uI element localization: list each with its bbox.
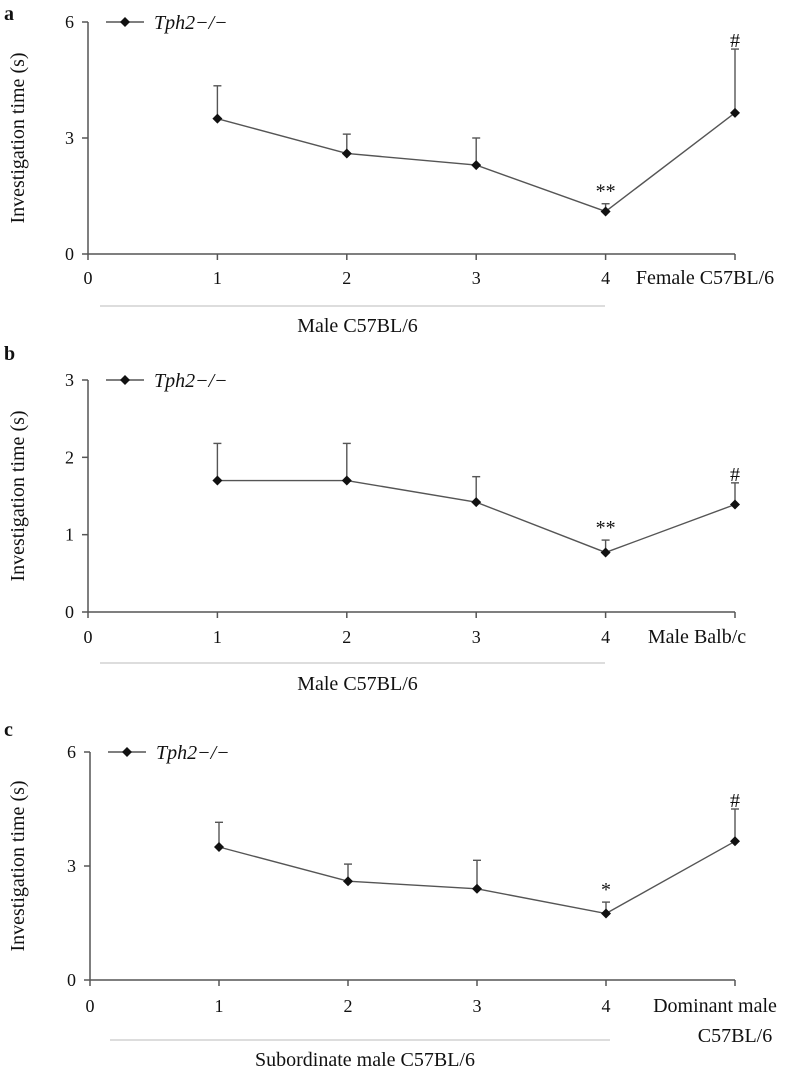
data-point xyxy=(730,836,740,847)
x-tick-label: 3 xyxy=(473,996,482,1016)
data-point xyxy=(343,876,353,887)
x-tick-label: 4 xyxy=(601,627,610,647)
x-tick-label: 0 xyxy=(84,268,93,288)
data-point xyxy=(471,160,482,171)
significance-marker: # xyxy=(730,30,740,52)
chart-panel-b: b 0 1 2 3 0 1 2 3 4 Male Balb/c Male C57BL/6 Investi… xyxy=(4,343,746,695)
y-axis-label: Investigation time (s) xyxy=(7,52,29,223)
legend-label: Tph2−/− xyxy=(156,742,230,764)
data-point xyxy=(600,547,611,558)
final-category-label: Female C57BL/6 xyxy=(636,267,774,289)
group-label: Subordinate male C57BL/6 xyxy=(255,1049,475,1070)
x-tick-label: 2 xyxy=(342,268,351,288)
final-category-label: Male Balb/c xyxy=(648,626,746,648)
y-tick-label: 6 xyxy=(65,12,74,32)
x-tick-label: 2 xyxy=(344,996,353,1016)
data-point xyxy=(212,113,223,124)
significance-marker: ** xyxy=(596,181,616,203)
x-tick-label: 1 xyxy=(213,627,222,647)
y-tick-label: 0 xyxy=(65,244,74,264)
y-tick-label: 3 xyxy=(65,128,74,148)
x-tick-label: 2 xyxy=(342,627,351,647)
y-tick-label: 0 xyxy=(65,602,74,622)
significance-marker: # xyxy=(730,790,740,812)
x-tick-label: 0 xyxy=(84,627,93,647)
y-axis-label: Investigation time (s) xyxy=(7,780,29,951)
group-label: Male C57BL/6 xyxy=(297,315,418,337)
y-axis-label: Investigation time (s) xyxy=(7,410,29,581)
x-tick-label: 1 xyxy=(213,268,222,288)
legend-marker xyxy=(120,375,130,385)
data-point xyxy=(730,499,740,510)
x-tick-label: 4 xyxy=(601,268,610,288)
x-tick-label: 3 xyxy=(472,627,481,647)
y-tick-label: 3 xyxy=(65,370,74,390)
legend-marker xyxy=(120,17,130,27)
panel-label: b xyxy=(4,343,15,365)
y-tick-label: 1 xyxy=(65,525,74,545)
legend-label: Tph2−/− xyxy=(154,370,228,392)
panel-label: c xyxy=(4,719,13,741)
data-point xyxy=(601,908,611,919)
data-point xyxy=(341,148,352,159)
data-point xyxy=(212,475,223,486)
y-tick-label: 2 xyxy=(65,447,74,467)
y-tick-label: 3 xyxy=(67,856,76,876)
y-tick-label: 6 xyxy=(67,742,76,762)
data-point xyxy=(471,497,482,508)
x-tick-label: 1 xyxy=(215,996,224,1016)
final-category-label: Dominant male xyxy=(653,995,777,1017)
data-point xyxy=(600,206,611,217)
final-category-label: C57BL/6 xyxy=(698,1025,772,1047)
x-tick-label: 3 xyxy=(472,268,481,288)
chart-panel-c: c 0 3 6 0 1 2 3 4 Dominant male C57BL/6 Subordinate… xyxy=(4,719,777,1070)
panel-label: a xyxy=(4,3,14,25)
significance-marker: ** xyxy=(596,517,616,539)
data-point xyxy=(341,475,352,486)
significance-marker: * xyxy=(601,879,611,901)
data-point xyxy=(214,842,224,852)
group-label: Male C57BL/6 xyxy=(297,673,418,695)
data-point xyxy=(730,107,740,118)
y-tick-label: 0 xyxy=(67,970,76,990)
chart-panel-a: a 0 3 6 0 1 2 3 4 Female C57BL/6 Male C57BL/6 Inves… xyxy=(4,3,774,337)
legend-label: Tph2−/− xyxy=(154,12,228,34)
legend-marker xyxy=(122,747,132,757)
data-point xyxy=(472,883,482,894)
x-tick-label: 4 xyxy=(602,996,611,1016)
x-tick-label: 0 xyxy=(86,996,95,1016)
significance-marker: # xyxy=(730,464,740,486)
